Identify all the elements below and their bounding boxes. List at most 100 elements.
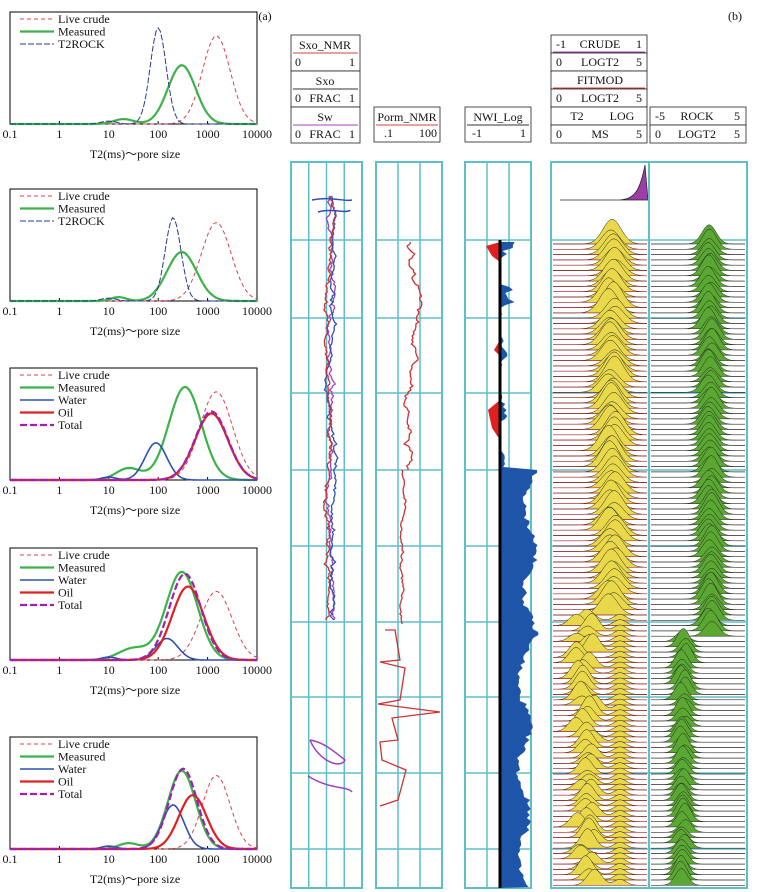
track-5-waveforms: [651, 224, 745, 886]
plot-frame: [9, 736, 258, 850]
track-1-curves: [307, 195, 353, 793]
series-line-live_crude: [10, 222, 258, 302]
spectrum-fill: [553, 738, 647, 754]
spectrum-fill: [553, 793, 647, 807]
scale-left: -5: [655, 109, 665, 123]
rock-spectrum-fill: [651, 663, 745, 679]
x-axis-label: T2(ms)～pore size: [90, 147, 180, 161]
x-tick-label: 0.1: [3, 304, 18, 318]
rock-spectrum-fill: [651, 433, 745, 451]
x-tick-label: 10: [103, 304, 115, 318]
spectrum-fill: [553, 721, 647, 738]
rock-spectrum-fill: [651, 410, 745, 430]
x-tick-label: 100: [149, 663, 167, 677]
scale-right: 1: [349, 55, 355, 69]
scale-right: 5: [734, 127, 740, 141]
rock-spectrum-fill: [651, 499, 745, 520]
header-cell: [649, 124, 747, 144]
rock-spectrum-fill: [651, 282, 745, 303]
x-tick-label: 1000: [196, 483, 220, 497]
rock-spectrum-fill: [651, 518, 745, 536]
x-axis-label: T2(ms)～pore size: [90, 324, 180, 338]
rock-spectrum-fill: [651, 439, 745, 457]
curve-name: Porm_NMR: [377, 110, 436, 124]
rock-spectrum-fill: [651, 531, 745, 552]
x-tick-label: 100: [149, 483, 167, 497]
curve-sxo-nmr: [322, 195, 337, 621]
scale-right: 5: [636, 55, 642, 69]
legend-label: Measured: [58, 202, 105, 216]
legend-label: Live crude: [58, 737, 110, 751]
rock-spectrum-fill: [651, 609, 745, 632]
spectrum-fill: [553, 757, 647, 775]
curve-name: LOGT2: [678, 127, 716, 141]
spectrum-fill: [553, 680, 647, 701]
rock-spectrum-fill: [651, 665, 745, 685]
plot-frame: [9, 11, 258, 125]
nwi-fill-negative: [486, 242, 500, 440]
rock-spectrum-fill: [651, 388, 745, 404]
x-tick-label: 0.1: [3, 127, 18, 141]
rock-spectrum-fill: [651, 560, 745, 579]
rock-spectrum-fill: [651, 253, 745, 271]
track-5-rock-spectra: [648, 161, 748, 889]
rock-spectrum-fill: [651, 488, 745, 510]
legend-label: Total: [58, 787, 83, 801]
series-line-total: [10, 767, 257, 851]
x-tick-label: 10000: [242, 483, 272, 497]
rock-spectrum-fill: [651, 336, 745, 356]
rock-spectrum-fill: [651, 860, 745, 881]
x-axis-label: T2(ms)～pore size: [90, 683, 180, 697]
rock-spectrum-fill: [651, 224, 745, 245]
rock-spectrum-fill: [651, 819, 745, 833]
x-axis-label: T2(ms)～pore size: [90, 872, 180, 886]
x-tick-label: 1000: [196, 663, 220, 677]
rock-spectrum-fill: [651, 525, 745, 547]
track-2-curves: [377, 241, 441, 807]
rock-spectrum-fill: [651, 643, 745, 663]
rock-spectrum-fill: [651, 593, 745, 610]
rock-spectrum-fill: [651, 768, 745, 780]
scale-left: 0: [556, 55, 562, 69]
curve-name: ROCK: [680, 109, 714, 123]
x-tick-label: 10000: [242, 663, 272, 677]
rock-spectrum-fill: [651, 307, 745, 330]
rock-spectrum-fill: [651, 649, 745, 669]
x-tick-label: 1000: [196, 852, 220, 866]
track-2-permeability: [375, 161, 443, 889]
series-line-t2rock: [10, 27, 257, 125]
rock-spectrum-fill: [651, 316, 745, 335]
x-tick-label: 0.1: [3, 852, 18, 866]
rock-spectrum-fill: [651, 414, 745, 436]
legend-label: Measured: [58, 381, 105, 395]
rock-spectrum-fill: [651, 348, 745, 367]
series-line-oil: [10, 793, 257, 851]
spectrum-fill: [553, 868, 647, 886]
series-line-water: [10, 441, 257, 481]
curve-name: CRUDE: [580, 37, 621, 51]
rock-spectrum-fill: [651, 367, 745, 383]
track-border: [464, 161, 532, 889]
track-4-waveforms: [552, 164, 649, 886]
scale-left: 0: [556, 91, 562, 105]
rock-spectrum-fill: [651, 571, 745, 595]
rock-spectrum-fill: [651, 397, 745, 414]
legend-label: Measured: [58, 561, 105, 575]
curve-sw-bottom: [307, 739, 353, 793]
rock-spectrum-fill: [651, 707, 745, 722]
rock-spectrum-fill: [651, 797, 745, 817]
legend-label: Live crude: [58, 12, 110, 26]
scale-left: 0: [655, 127, 661, 141]
rock-spectrum-fill: [651, 513, 745, 531]
track-3-curves: [486, 240, 539, 888]
series-line-live_crude: [10, 590, 258, 661]
x-tick-label: 1000: [196, 127, 220, 141]
rock-spectrum-fill: [651, 682, 745, 701]
rock-spectrum-fill: [651, 456, 745, 473]
rock-spectrum-fill: [651, 715, 745, 727]
scale-right: 1: [520, 126, 526, 140]
rock-spectrum-fill: [651, 826, 745, 838]
curve-porm-nmr: [402, 241, 423, 471]
